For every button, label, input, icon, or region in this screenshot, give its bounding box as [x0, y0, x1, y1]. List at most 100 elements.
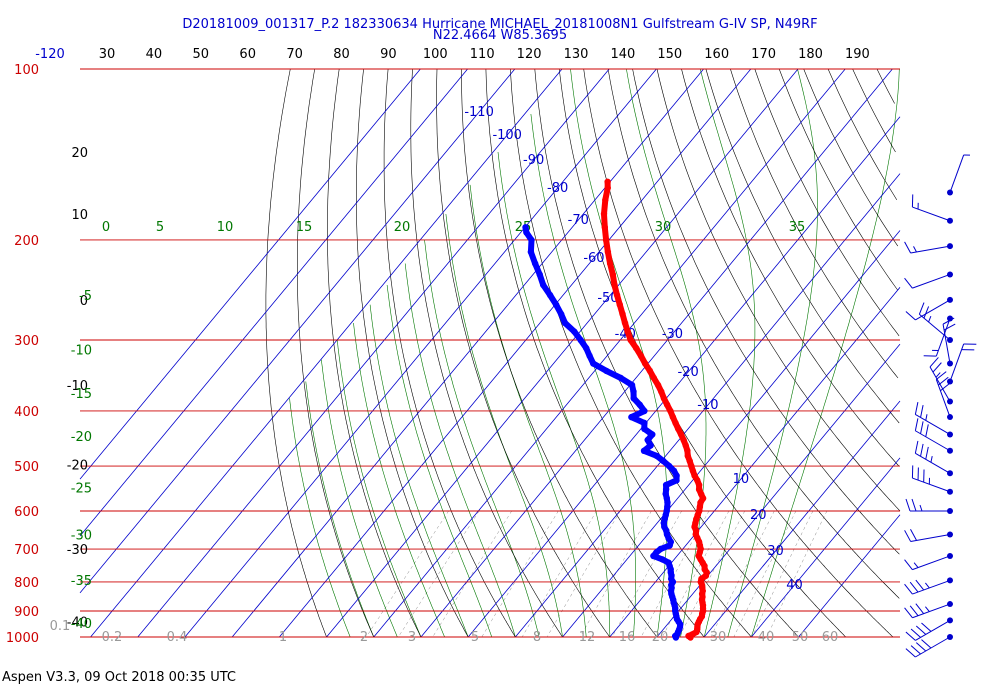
wind-barb-flag: [920, 421, 924, 434]
wind-barb-staff: [912, 555, 951, 571]
wind-barb: [935, 371, 953, 421]
moist-adiabat: [445, 213, 563, 638]
wind-barb: [911, 465, 953, 495]
wind-barb-flag: [918, 302, 925, 315]
wind-barb: [942, 317, 956, 367]
pressure-label: 600: [14, 505, 39, 520]
mixing-ratio-label: 50: [792, 630, 809, 645]
top-temperature-label: 170: [751, 47, 776, 62]
dewpoint-point: [644, 436, 651, 444]
moist-adiabat: [369, 304, 469, 638]
isotherm: [373, 68, 846, 638]
wind-barb-flag: [904, 241, 912, 254]
wind-barb: [947, 343, 977, 385]
temperature-point: [604, 184, 611, 192]
dewpoint-point: [641, 419, 648, 427]
mixing-ratio-line: [521, 510, 597, 638]
wind-barb-flag: [905, 498, 911, 512]
wind-barb-staff: [915, 619, 951, 641]
temperature-point: [672, 419, 679, 427]
dry-adiabat: [356, 68, 469, 638]
moist-adiabat-label: -40: [71, 617, 92, 632]
dry-adiabat: [607, 68, 900, 599]
isotherm: [279, 68, 752, 638]
dry-adiabat: [583, 68, 894, 638]
moist-adiabat: [570, 68, 668, 638]
top-temperature-label: 180: [798, 47, 823, 62]
pressure-label: 100: [14, 63, 39, 78]
mixing-ratio-line: [546, 510, 621, 638]
dry-adiabat-label: -40: [67, 616, 88, 631]
isotherm-label: -70: [568, 213, 589, 228]
temperature-point: [604, 248, 612, 256]
top-temperature-label: -120: [35, 47, 65, 62]
temperature-point: [650, 374, 657, 382]
chart-title: D20181009_001317_P.2 182330634 Hurricane…: [182, 17, 818, 32]
dewpoint-point: [665, 559, 672, 566]
wind-barb: [905, 296, 953, 321]
temperature-point: [604, 178, 611, 185]
wind-barb-flag: [925, 582, 930, 589]
dewpoint-point: [590, 360, 597, 367]
top-temperature-label: 60: [239, 47, 256, 62]
wind-barb: [905, 634, 953, 658]
dewpoint-point: [528, 236, 535, 244]
isotherm: [609, 287, 901, 638]
top-temperature-label: 130: [564, 47, 589, 62]
isotherm: [137, 68, 610, 638]
temperature-point: [677, 431, 685, 438]
isotherm: [420, 68, 893, 638]
temperature-point: [633, 344, 640, 352]
isotherm-label: 30: [767, 544, 784, 559]
isotherm-label: 10: [733, 472, 750, 487]
dry-adiabats: [265, 68, 901, 638]
wind-barb-flag: [925, 446, 929, 460]
wind-barb-flag: [915, 579, 925, 591]
wind-barb-staff: [912, 477, 951, 493]
mixing-ratio-line: [766, 510, 828, 638]
moist-adiabat: [751, 68, 900, 638]
wind-barb: [905, 617, 953, 641]
temperature-point: [667, 407, 674, 415]
isotherm: [751, 457, 901, 638]
dewpoint-point: [653, 549, 660, 556]
dry-adiabat-label: 0: [80, 294, 88, 309]
chart-location: N22.4664 W85.3695: [432, 28, 568, 43]
dewpoint-point: [546, 291, 554, 299]
temperature-point: [609, 271, 616, 278]
wind-barb: [904, 241, 953, 254]
dewpoint-trace: [522, 224, 684, 641]
moist-adiabat-label: 10: [217, 220, 234, 235]
temperature-point: [658, 388, 665, 395]
wind-barb-staff: [915, 452, 951, 474]
temperature-point: [627, 336, 634, 344]
temperature-line: [601, 178, 710, 641]
wind-barb-flag: [904, 583, 913, 595]
dry-adiabat: [510, 68, 752, 638]
moist-adiabat-label: -20: [71, 430, 92, 445]
dewpoint-point: [640, 447, 648, 454]
mixing-ratio-label: 12: [579, 630, 596, 645]
top-temperature-label: 50: [193, 47, 210, 62]
dewpoint-point: [630, 395, 637, 402]
mixing-ratio-label: 3: [408, 630, 416, 645]
wind-barb-flag: [913, 562, 919, 568]
dewpoint-point: [552, 301, 560, 308]
temperature-point: [646, 367, 654, 375]
wind-barb-flag: [910, 529, 917, 541]
isotherm: [231, 68, 704, 638]
dewpoint-point: [662, 481, 670, 489]
temperature-point: [602, 236, 610, 244]
mixing-ratio-label: 40: [758, 630, 775, 645]
wind-barb-flag: [920, 443, 924, 457]
dry-adiabat: [705, 68, 900, 424]
pressure-label: 200: [14, 234, 39, 249]
dewpoint-point: [673, 472, 680, 479]
isotherm-label: -60: [583, 251, 604, 266]
isotherm: [326, 68, 799, 638]
dewpoint-point: [628, 413, 635, 421]
wind-barb-flag: [910, 645, 921, 655]
wind-barb-staff: [912, 206, 951, 222]
moist-adiabat: [497, 151, 611, 637]
isotherm-label: -20: [677, 365, 698, 380]
